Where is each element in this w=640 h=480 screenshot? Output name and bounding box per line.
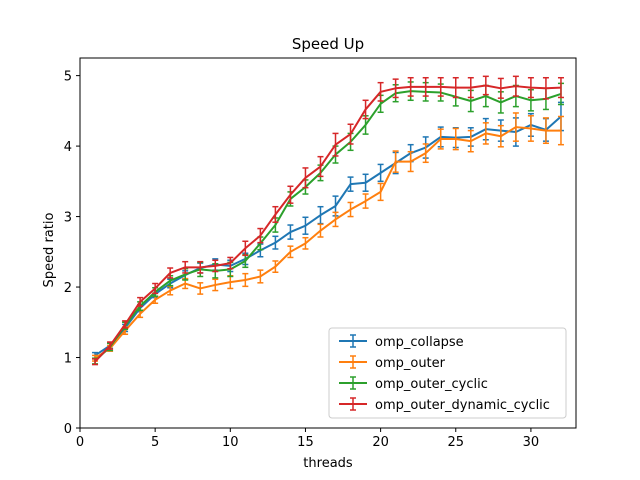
- legend-label-omp_outer_cyclic: omp_outer_cyclic: [375, 377, 488, 392]
- x-tick-label: 15: [297, 435, 314, 450]
- x-tick-label: 10: [222, 435, 239, 450]
- legend-label-omp_collapse: omp_collapse: [375, 335, 464, 350]
- y-tick-label: 5: [64, 70, 72, 85]
- y-tick-label: 3: [64, 211, 72, 226]
- x-tick-label: 0: [76, 435, 84, 450]
- x-tick-label: 30: [523, 435, 540, 450]
- y-tick-label: 0: [64, 422, 72, 437]
- legend: omp_collapse omp_outer omp_outer_cyclicomp…: [328, 327, 567, 419]
- x-tick-label: 25: [447, 435, 464, 450]
- y-axis-label: Speed ratio: [42, 213, 57, 288]
- x-axis-label: threads: [303, 456, 353, 471]
- legend-box: [328, 327, 567, 419]
- legend-label-omp_outer: omp_outer: [375, 356, 446, 371]
- series-line: [94, 126, 561, 360]
- plot-area: 0 5 10 15 20 25 30 0 1 2 3 4 5: [64, 57, 577, 450]
- y-tick-label: 1: [64, 352, 72, 367]
- chart-title: Speed Up: [292, 35, 364, 53]
- legend-label-omp_outer_dynamic_cyclic: omp_outer_dynamic_cyclic: [375, 398, 550, 413]
- axes-frame: [79, 57, 577, 429]
- series-line: [94, 115, 562, 357]
- series-line: [94, 84, 562, 363]
- y-tick-label: 4: [64, 140, 72, 155]
- x-tick-label: 20: [372, 435, 389, 450]
- x-tick-label: 5: [151, 435, 159, 450]
- y-tick-label: 2: [64, 281, 72, 296]
- series-line: [94, 90, 562, 362]
- series-omp_outer_dynamic_cyclic: [92, 75, 564, 366]
